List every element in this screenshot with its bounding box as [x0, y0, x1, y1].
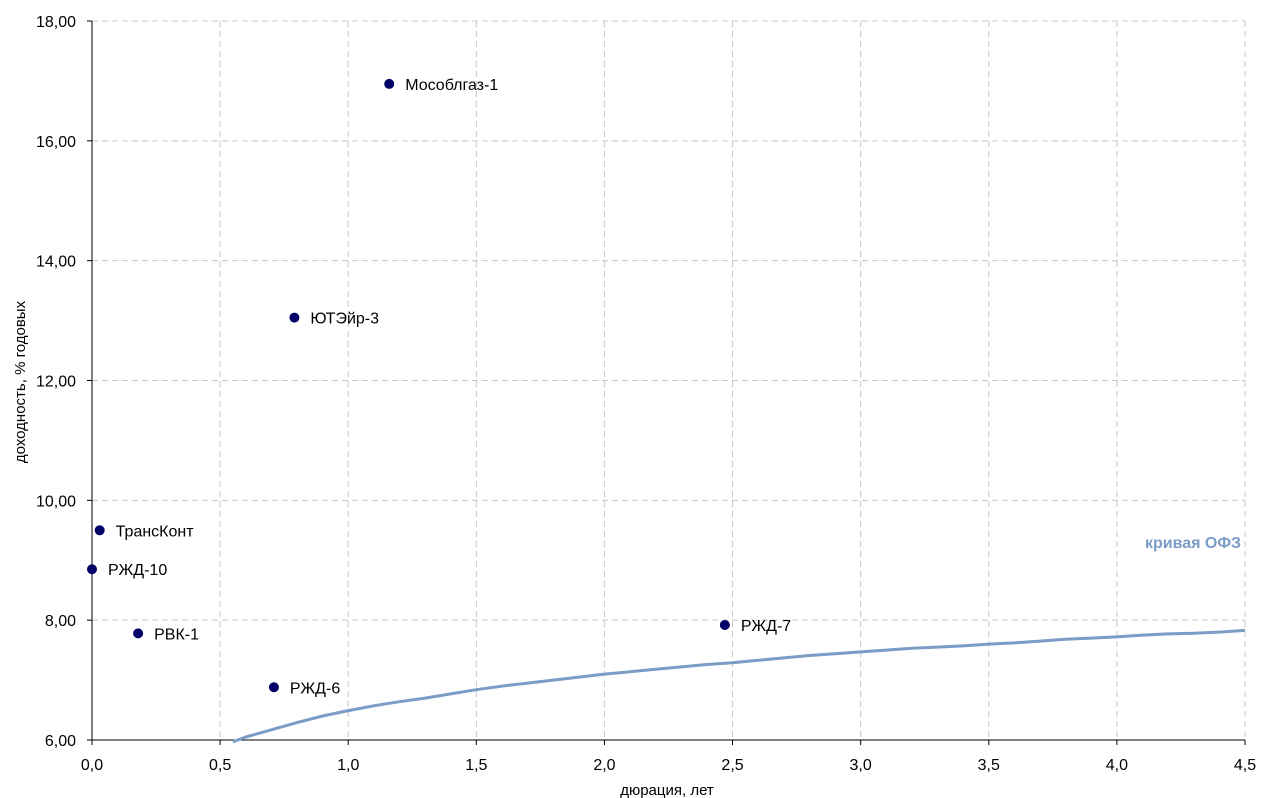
data-point-label: РЖД-10	[108, 562, 167, 579]
grid-lines	[92, 20, 1246, 740]
ofz-curve-line	[232, 628, 1246, 744]
data-point	[289, 312, 300, 323]
ofz-curve-label: кривая ОФЗ	[1145, 535, 1241, 552]
data-point	[384, 78, 395, 89]
data-point-label: РВК-1	[154, 626, 199, 643]
axes	[87, 20, 1246, 745]
tick-labels: 0,0 0,5 1,0 1,5 2,0 2,5 3,0 3,5 4,0 4,5 6,00 8,00 10…	[36, 14, 1256, 774]
data-point-label: РЖД-7	[741, 618, 791, 635]
x-tick-label: 3,5	[978, 757, 1000, 774]
y-tick-label: 12,00	[36, 374, 76, 391]
x-tick-label: 3,0	[850, 757, 872, 774]
data-point	[268, 682, 279, 693]
data-point	[719, 619, 730, 630]
x-tick-label: 2,5	[721, 757, 743, 774]
x-tick-label: 1,5	[465, 757, 487, 774]
data-point	[94, 525, 105, 536]
data-point	[87, 564, 97, 575]
curve-layer: кривая ОФЗ	[232, 535, 1246, 744]
x-tick-label: 0,0	[81, 757, 103, 774]
y-tick-label: 10,00	[36, 493, 76, 510]
y-tick-label: 6,00	[45, 733, 76, 750]
data-point-label: РЖД-6	[290, 680, 340, 697]
x-tick-label: 4,0	[1106, 757, 1128, 774]
x-tick-label: 4,5	[1234, 757, 1256, 774]
data-point-label: Мособлгаз-1	[405, 77, 498, 94]
x-tick-label: 0,5	[209, 757, 231, 774]
x-tick-label: 1,0	[337, 757, 359, 774]
data-point	[133, 628, 144, 639]
y-tick-label: 18,00	[36, 14, 76, 31]
data-point-label: ТрансКонт	[116, 523, 195, 540]
y-tick-label: 16,00	[36, 134, 76, 151]
data-point-label: ЮТЭйр-3	[310, 311, 379, 328]
y-tick-label: 14,00	[36, 254, 76, 271]
x-axis-title: дюрация, лет	[620, 782, 714, 798]
points-layer: Мособлгаз-1 ЮТЭйр-3 ТрансКонт РЖД-10 РВК-1 РЖ…	[87, 77, 791, 697]
x-tick-label: 2,0	[593, 757, 615, 774]
y-tick-label: 8,00	[45, 613, 76, 630]
y-axis-title: доходность, % годовых	[12, 300, 29, 463]
